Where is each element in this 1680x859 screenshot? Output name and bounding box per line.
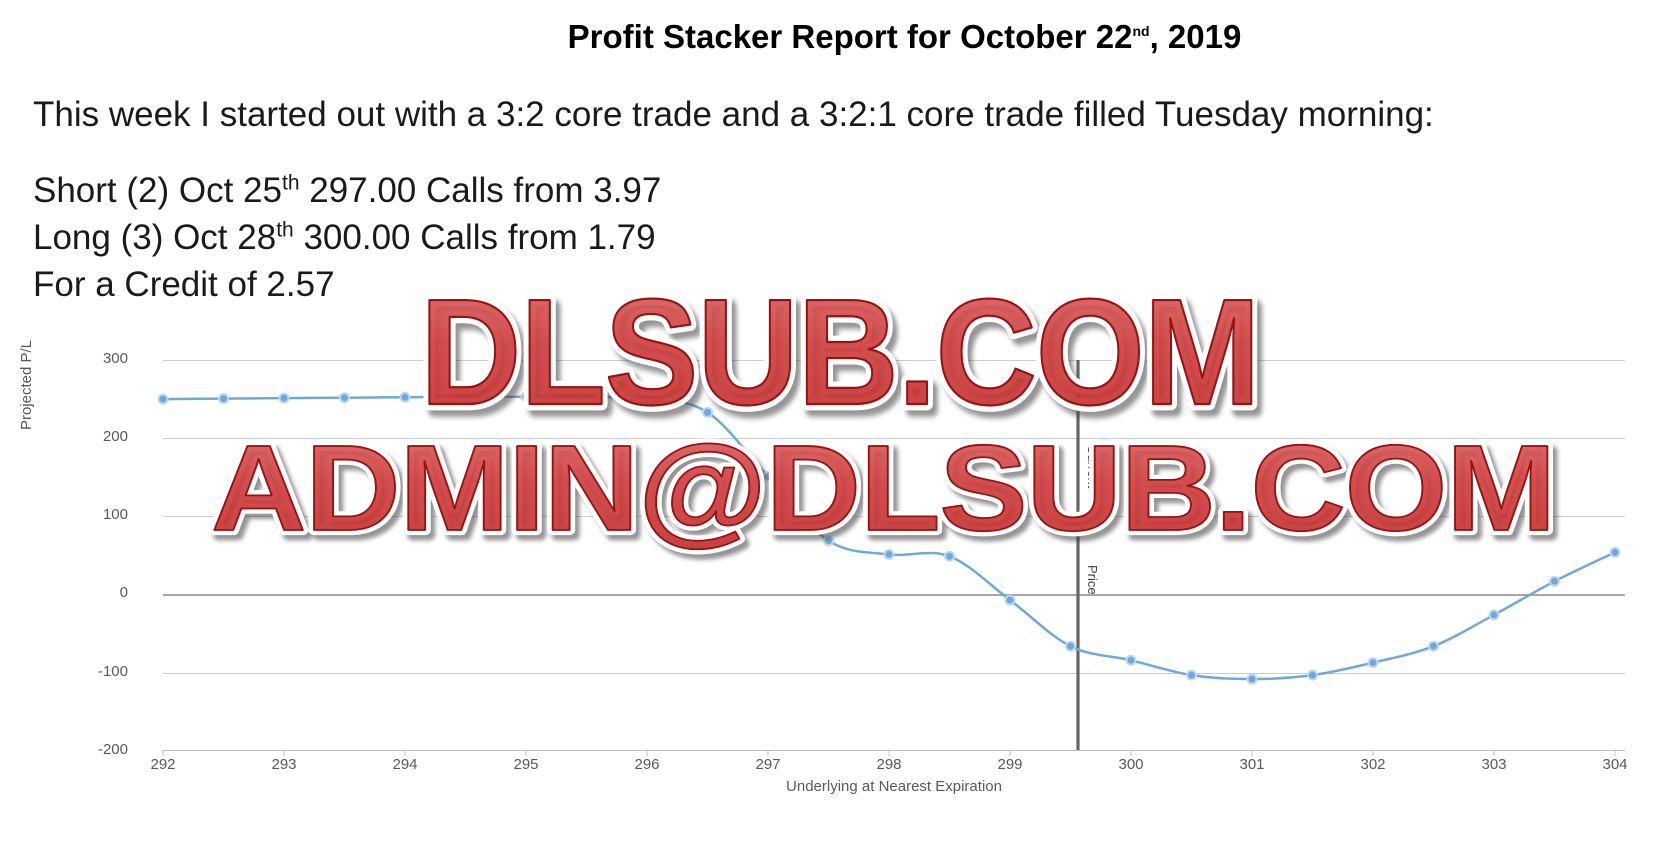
svg-text:ADMIN@DLSUB.COM: ADMIN@DLSUB.COM [211,420,1555,556]
svg-text:DLSUB.COM: DLSUB.COM [420,267,1259,436]
